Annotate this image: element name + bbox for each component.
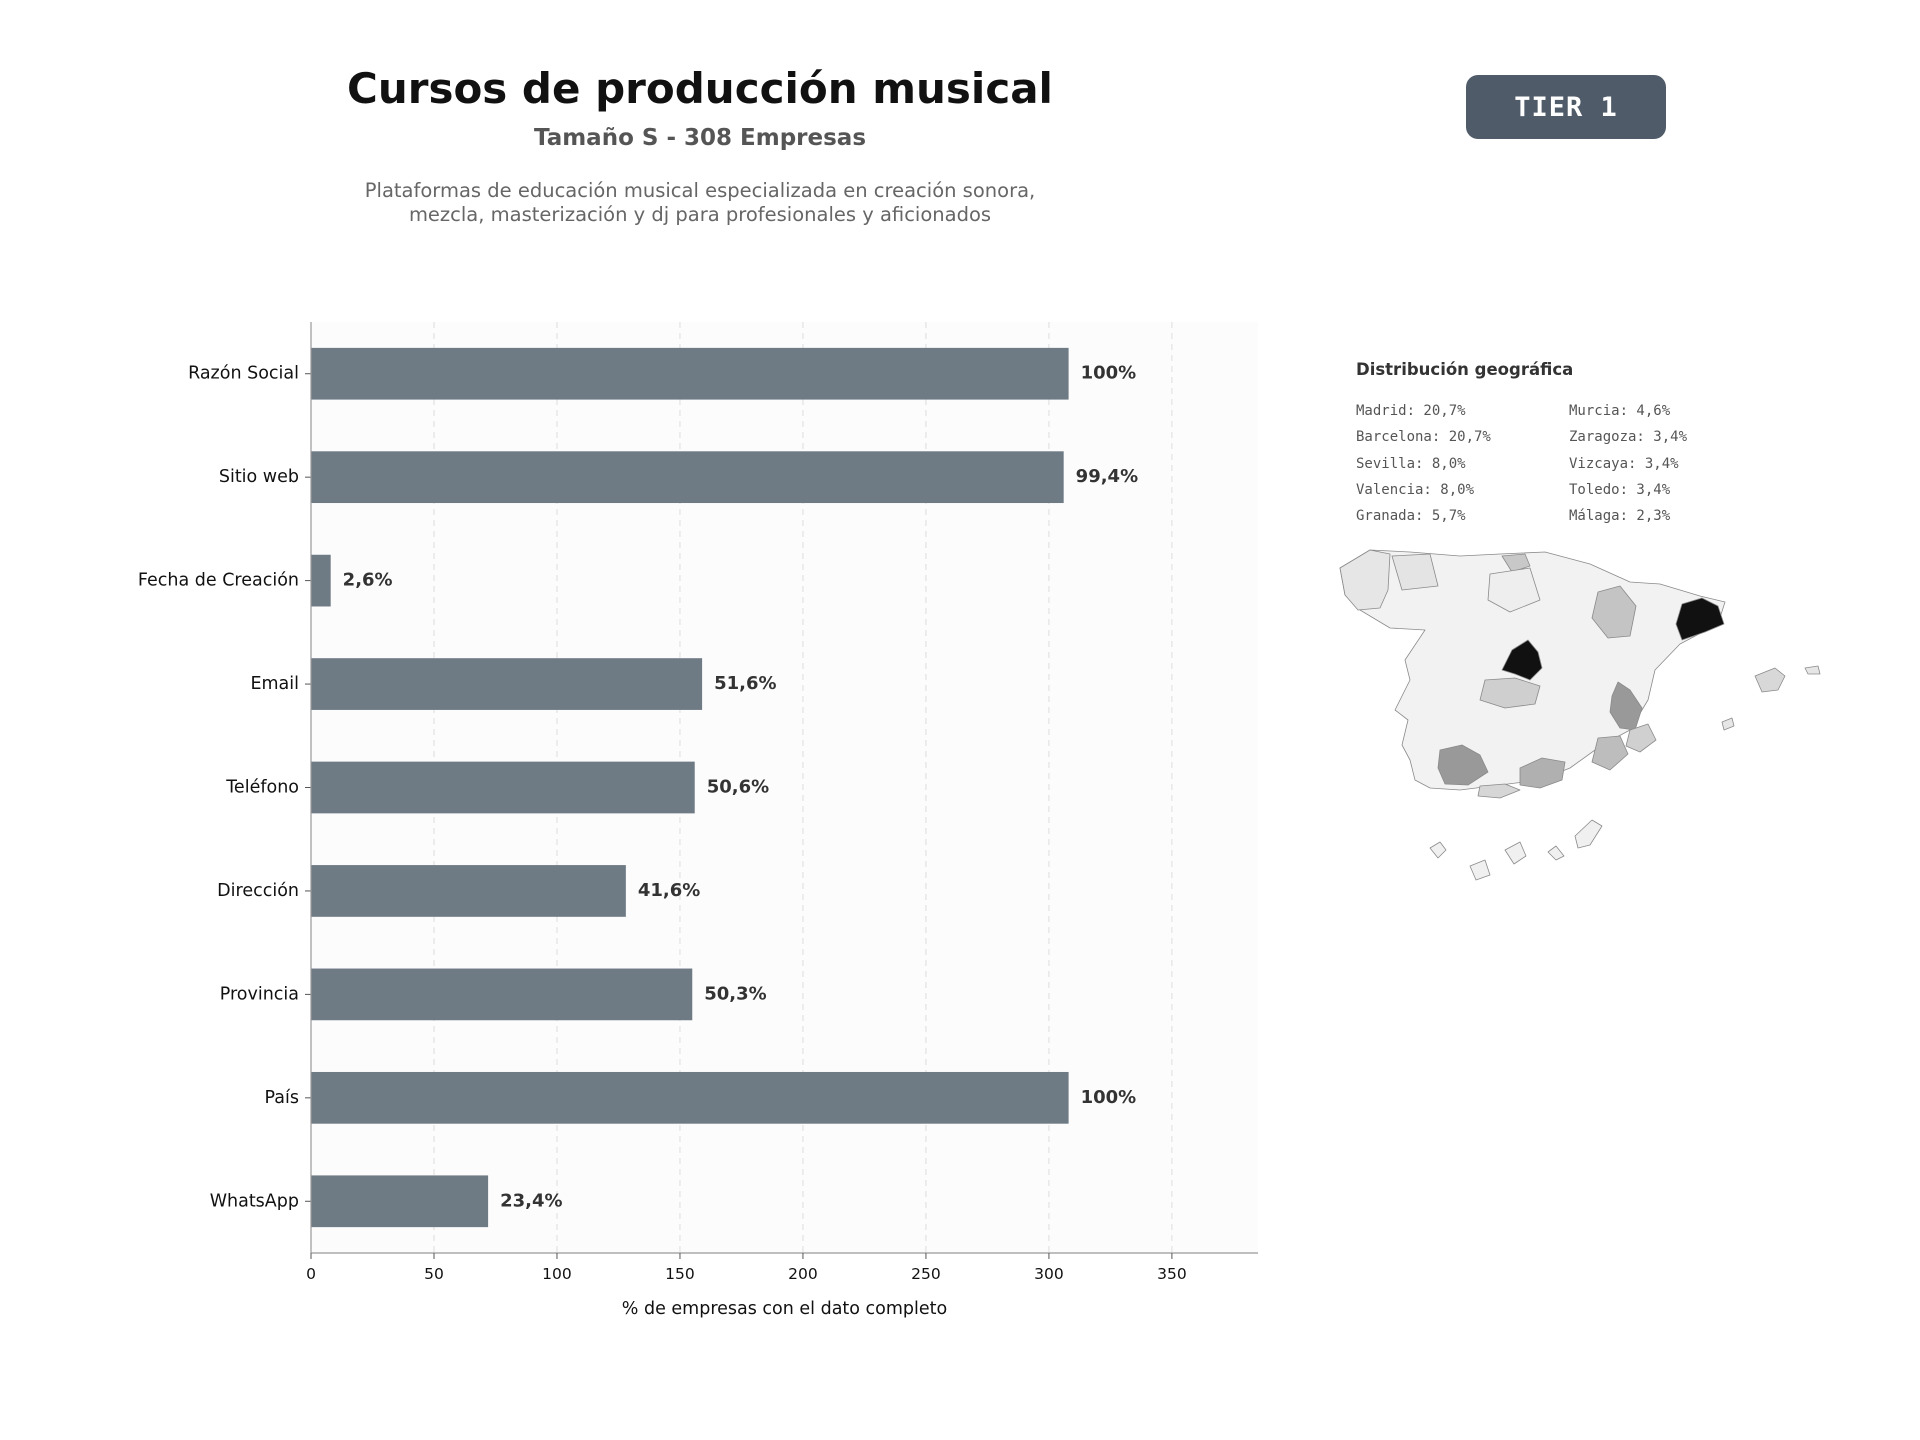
geo-item: Valencia: 8,0% xyxy=(1356,481,1475,498)
geo-item: Granada: 5,7% xyxy=(1356,508,1466,525)
category-label: Teléfono xyxy=(225,778,299,798)
category-label: País xyxy=(265,1088,299,1108)
x-tick-label: 150 xyxy=(665,1265,695,1283)
page-subtitle: Tamaño S - 308 Empresas xyxy=(533,125,867,151)
map-region-vizcaya xyxy=(1501,553,1531,573)
bar xyxy=(311,968,693,1021)
description-line-1: Plataformas de educación musical especia… xyxy=(364,179,1036,202)
bar xyxy=(311,865,626,917)
bar-chart: 100% Razón Social 99,4% Sitio web 2,6% Fecha … xyxy=(138,322,1258,1319)
map-region-balearic-1 xyxy=(1754,667,1786,693)
bar xyxy=(311,1071,1069,1124)
map-region-leon xyxy=(1391,553,1439,591)
map-region-barcelona xyxy=(1675,597,1725,641)
map-region-malaga xyxy=(1477,783,1521,799)
x-tick-label: 100 xyxy=(542,1265,572,1283)
category-label: Razón Social xyxy=(188,364,299,384)
x-tick-label: 250 xyxy=(911,1265,941,1283)
geo-list-left: Madrid: 20,7% Barcelona: 20,7% Sevilla: … xyxy=(1356,398,1491,529)
map-region-burgos xyxy=(1487,567,1541,613)
geo-item: Vizcaya: 3,4% xyxy=(1569,455,1679,472)
map-region-murcia xyxy=(1591,735,1629,771)
bar-value-label: 99,4% xyxy=(1076,466,1138,487)
geo-item: Madrid: 20,7% xyxy=(1356,403,1466,419)
category-label: Email xyxy=(250,674,299,694)
category-label: Sitio web xyxy=(219,467,299,487)
geo-item: Zaragoza: 3,4% xyxy=(1569,429,1688,446)
bar xyxy=(311,554,331,607)
map-region-balearic-3 xyxy=(1721,717,1735,731)
x-axis-label: % de empresas con el dato completo xyxy=(622,1299,947,1319)
map-region-canary-4 xyxy=(1547,845,1565,861)
geo-item: Toledo: 3,4% xyxy=(1569,481,1671,498)
bar xyxy=(311,658,703,710)
page-description: Plataformas de educación musical especia… xyxy=(200,179,1200,227)
category-label: Fecha de Creación xyxy=(138,571,299,591)
map-region-canary-2 xyxy=(1469,859,1491,881)
bar xyxy=(311,347,1069,400)
tier-badge: TIER 1 xyxy=(1466,75,1666,139)
x-tick-label: 0 xyxy=(306,1265,316,1283)
category-label: WhatsApp xyxy=(210,1191,299,1211)
map-region-canary-5 xyxy=(1574,819,1603,849)
header: Cursos de producción musical Tamaño S - … xyxy=(200,64,1200,227)
map-region-granada xyxy=(1519,757,1566,789)
bar-value-label: 50,6% xyxy=(707,777,769,798)
map-region-valencia xyxy=(1609,681,1643,731)
map-region-madrid xyxy=(1501,639,1543,681)
category-label: Dirección xyxy=(217,881,299,901)
bar xyxy=(311,761,695,814)
category-label: Provincia xyxy=(220,984,299,1004)
bar-value-label: 50,3% xyxy=(704,983,766,1004)
bar-value-label: 100% xyxy=(1081,1087,1137,1108)
map-region-canary-1 xyxy=(1429,841,1447,859)
map-region-galicia xyxy=(1339,549,1391,611)
bar xyxy=(311,451,1064,504)
map-region-sevilla xyxy=(1437,744,1489,786)
page-title: Cursos de producción musical xyxy=(347,64,1053,113)
geo-title: Distribución geográfica xyxy=(1356,360,1574,379)
x-tick-label: 300 xyxy=(1034,1265,1064,1283)
map-region-alicante xyxy=(1625,723,1657,753)
x-tick-label: 200 xyxy=(788,1265,818,1283)
description-line-2: mezcla, masterización y dj para profesio… xyxy=(408,203,992,226)
map-region-balearic-2 xyxy=(1804,665,1821,675)
geo-item: Murcia: 4,6% xyxy=(1569,403,1671,419)
bar xyxy=(311,1175,489,1228)
spain-map xyxy=(1339,549,1821,881)
bar-value-label: 100% xyxy=(1081,363,1137,384)
geo-list-right: Murcia: 4,6% Zaragoza: 3,4% Vizcaya: 3,4… xyxy=(1569,398,1687,529)
bar-value-label: 51,6% xyxy=(714,673,776,694)
geo-item: Barcelona: 20,7% xyxy=(1356,429,1491,446)
geo-item: Málaga: 2,3% xyxy=(1569,508,1671,525)
map-region-zaragoza xyxy=(1591,585,1637,639)
bar-value-label: 23,4% xyxy=(500,1190,562,1211)
bar-value-label: 2,6% xyxy=(343,570,393,591)
x-tick-label: 350 xyxy=(1157,1265,1187,1283)
map-region-toledo xyxy=(1479,677,1541,709)
bar-value-label: 41,6% xyxy=(638,880,700,901)
x-tick-label: 50 xyxy=(424,1265,444,1283)
geo-item: Sevilla: 8,0% xyxy=(1356,455,1466,472)
map-region-canary-3 xyxy=(1504,841,1527,865)
